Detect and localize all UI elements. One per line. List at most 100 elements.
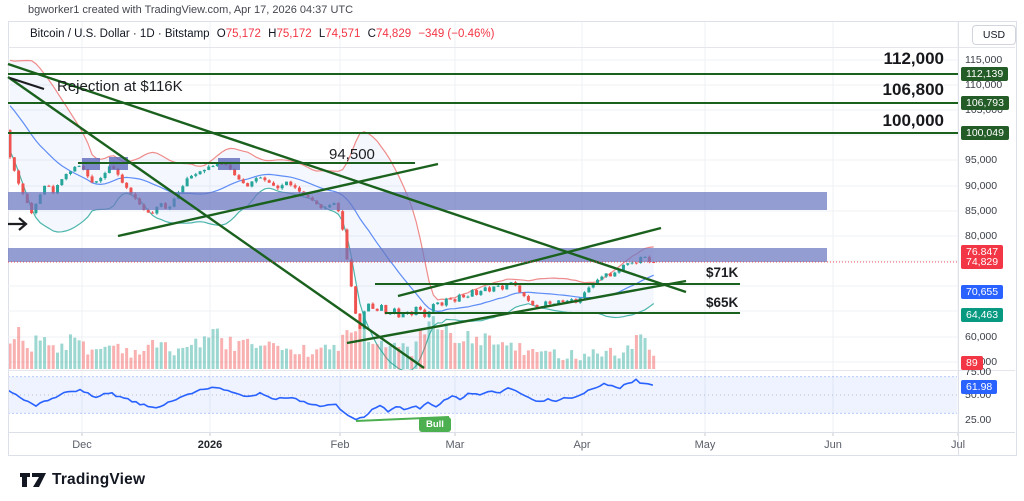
candle-body bbox=[151, 212, 155, 214]
candle-body bbox=[596, 279, 600, 284]
rejection-note[interactable]: Rejection at $116K bbox=[57, 78, 183, 95]
volume-bar bbox=[388, 345, 392, 369]
volume-bar bbox=[146, 344, 150, 369]
volume-bar bbox=[194, 338, 198, 369]
volume-bar bbox=[570, 350, 574, 369]
volume-bar bbox=[466, 331, 470, 369]
candle-body bbox=[341, 211, 345, 230]
rejection-pointer-line[interactable] bbox=[9, 76, 45, 91]
label-94500[interactable]: 94,500 bbox=[329, 146, 375, 163]
volume-bar bbox=[21, 340, 25, 369]
price-badge: 64,463 bbox=[961, 308, 1004, 322]
candle-body bbox=[604, 273, 608, 277]
symbol-title[interactable]: Bitcoin / U.S. Dollar · 1D · Bitstamp bbox=[30, 28, 210, 40]
volume-bar bbox=[56, 352, 60, 369]
candle-body bbox=[250, 181, 254, 187]
volume-bar bbox=[250, 344, 254, 369]
attribution-text: bgworker1 created with TradingView.com, … bbox=[28, 4, 354, 16]
volume-bar bbox=[30, 351, 34, 369]
volume-bar bbox=[444, 323, 448, 369]
candle-body bbox=[565, 300, 569, 302]
volume-bar bbox=[172, 355, 176, 369]
volume-bar bbox=[617, 358, 621, 369]
volume-bar bbox=[410, 356, 414, 369]
volume-bar bbox=[634, 335, 638, 369]
candle-body bbox=[116, 168, 120, 175]
candle-body bbox=[289, 181, 293, 186]
volume-bar bbox=[280, 350, 284, 369]
candle-body bbox=[189, 175, 193, 179]
volume-bar bbox=[518, 343, 522, 369]
candle-body bbox=[617, 270, 621, 273]
volume-bar bbox=[639, 334, 643, 369]
candle-body bbox=[272, 182, 276, 186]
candle-body bbox=[51, 186, 55, 194]
volume-bar bbox=[492, 344, 496, 369]
volume-bar bbox=[306, 356, 310, 369]
time-axis-label: Apr bbox=[573, 439, 591, 451]
candle-body bbox=[73, 166, 77, 172]
candle-body bbox=[47, 185, 51, 187]
volume-bar bbox=[401, 343, 405, 369]
volume-bar bbox=[263, 345, 267, 369]
volume-bar bbox=[185, 346, 189, 369]
volume-bar bbox=[73, 337, 77, 369]
label-106800[interactable]: 106,800 bbox=[882, 80, 944, 99]
zone-band bbox=[8, 248, 827, 262]
candle-body bbox=[436, 302, 440, 305]
price-badge: 70,655 bbox=[961, 285, 1004, 299]
volume-bar bbox=[488, 335, 492, 369]
volume-bar bbox=[224, 349, 228, 369]
volume-bar bbox=[526, 350, 530, 369]
candle-body bbox=[492, 286, 496, 292]
volume-bar bbox=[626, 345, 630, 369]
volume-bar bbox=[207, 337, 211, 369]
time-axis-label: 2026 bbox=[197, 439, 223, 451]
volume-bar bbox=[341, 334, 345, 369]
volume-bar bbox=[142, 350, 146, 369]
candle-body bbox=[181, 186, 185, 193]
volume-bar bbox=[189, 344, 193, 369]
candle-body bbox=[531, 300, 535, 305]
volume-bar bbox=[254, 347, 258, 369]
volume-bar bbox=[47, 345, 51, 369]
candle-body bbox=[233, 169, 237, 176]
arrow-drawing[interactable] bbox=[8, 217, 28, 231]
label-71k[interactable]: $71K bbox=[706, 265, 739, 280]
volume-bar bbox=[60, 343, 64, 369]
label-100000[interactable]: 100,000 bbox=[882, 111, 944, 130]
volume-bar bbox=[276, 345, 280, 369]
candle-body bbox=[488, 287, 492, 292]
candle-body bbox=[570, 299, 574, 301]
candle-body bbox=[280, 185, 284, 189]
price-axis-label: 115,000 bbox=[965, 54, 1003, 66]
candle-body bbox=[449, 298, 453, 300]
volume-bar bbox=[129, 357, 133, 369]
candle-body bbox=[453, 299, 457, 302]
volume-bar bbox=[120, 353, 124, 369]
volume-bar bbox=[237, 341, 241, 369]
candle-body bbox=[457, 294, 461, 302]
tradingview-logo[interactable]: TradingView bbox=[20, 468, 145, 492]
label-112000[interactable]: 112,000 bbox=[883, 49, 944, 68]
supply-demand-zones[interactable] bbox=[8, 157, 827, 262]
bull-tag[interactable]: Bull bbox=[419, 417, 451, 432]
label-65k[interactable]: $65K bbox=[706, 295, 739, 310]
ohlc-low-label: L bbox=[318, 28, 326, 40]
volume-bar bbox=[613, 355, 617, 369]
candle-body bbox=[483, 287, 487, 292]
candle-body bbox=[500, 285, 504, 290]
currency-toggle-button[interactable]: USD bbox=[972, 25, 1016, 45]
volume-bar bbox=[440, 329, 444, 369]
candle-body bbox=[99, 177, 103, 182]
symbol-legend[interactable]: Bitcoin / U.S. Dollar · 1D · Bitstamp O7… bbox=[30, 28, 494, 40]
volume-bar bbox=[99, 348, 103, 369]
candle-body bbox=[90, 176, 94, 183]
candle-body bbox=[267, 180, 271, 183]
volume-bar bbox=[561, 359, 565, 369]
drawing-lines[interactable] bbox=[7, 62, 958, 369]
volume-bar bbox=[17, 327, 21, 369]
volume-bar bbox=[319, 347, 323, 369]
